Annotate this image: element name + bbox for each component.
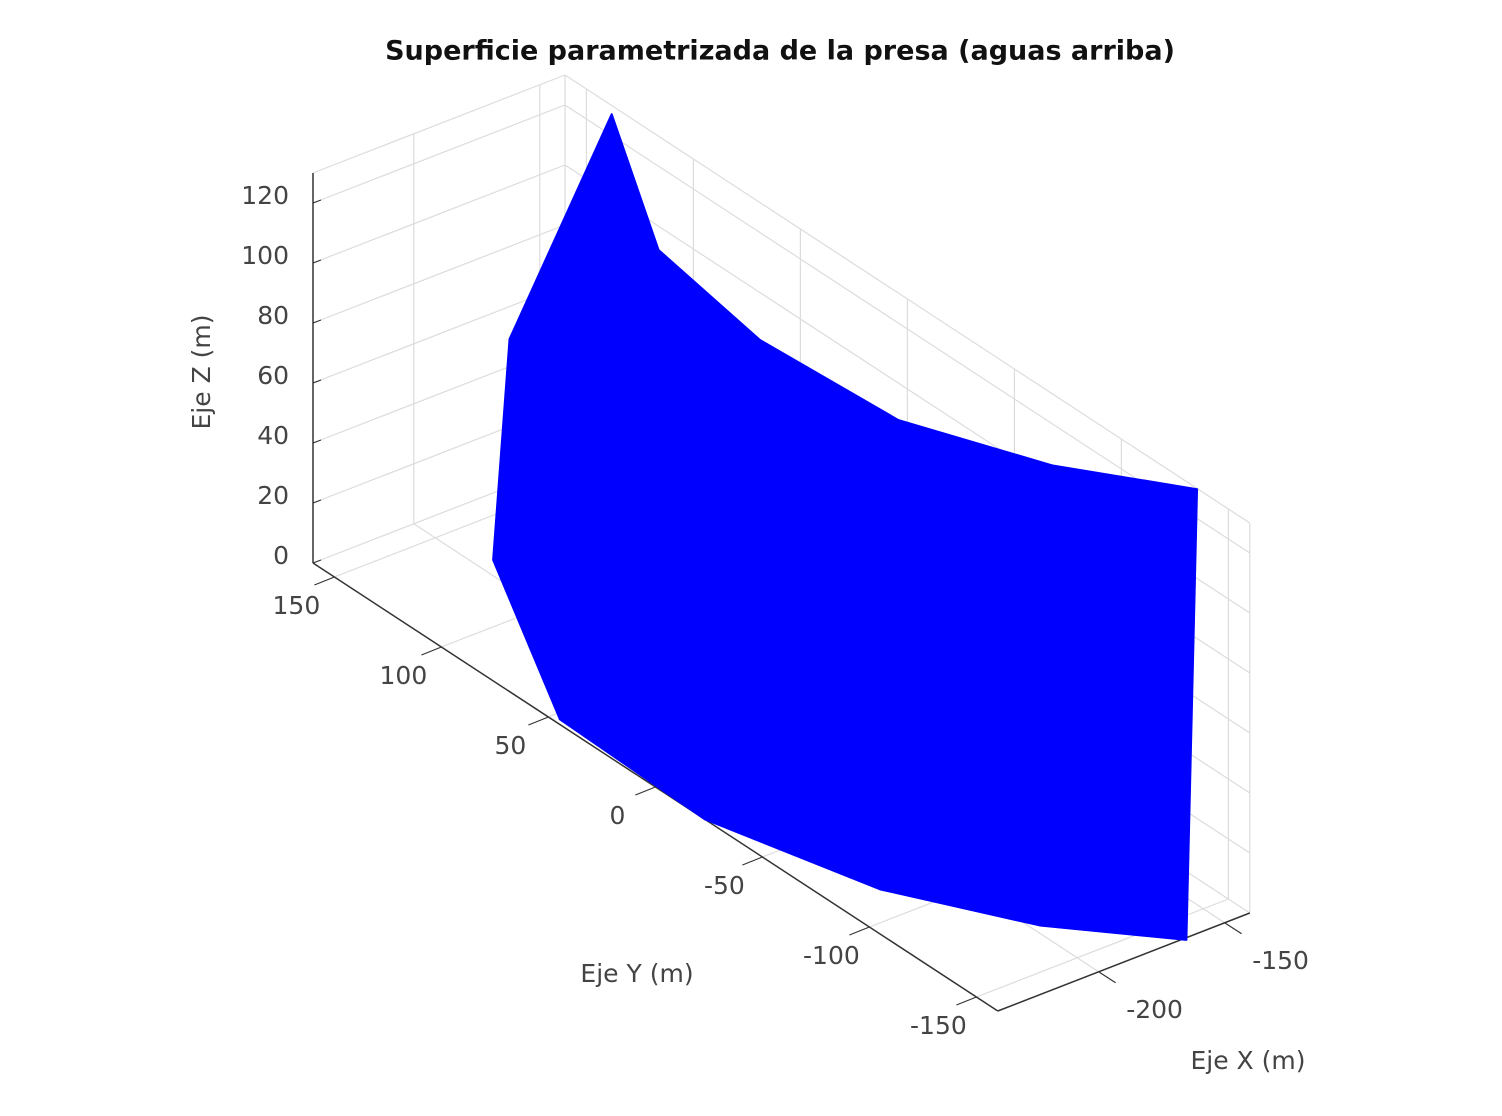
z-tick bbox=[312, 199, 322, 204]
x-tick bbox=[1224, 922, 1242, 935]
z-axis-label: Eje Z (m) bbox=[187, 314, 216, 429]
x-axis-label: Eje X (m) bbox=[1190, 1046, 1305, 1075]
y-axis-label: Eje Y (m) bbox=[580, 959, 693, 988]
x-tick-label: -200 bbox=[1126, 995, 1183, 1024]
y-tick-label: 50 bbox=[494, 731, 526, 760]
grid-line bbox=[312, 224, 566, 324]
y-tick bbox=[849, 926, 870, 936]
y-tick-label: -50 bbox=[704, 871, 745, 900]
z-tick bbox=[312, 439, 322, 444]
y-tick bbox=[421, 646, 442, 656]
box-edge bbox=[564, 74, 1251, 524]
surface-patch bbox=[879, 653, 1047, 927]
y-tick-label: -150 bbox=[910, 1011, 967, 1040]
y-tick-label: -100 bbox=[803, 941, 860, 970]
z-tick bbox=[312, 499, 322, 504]
z-tick bbox=[312, 559, 322, 564]
surface-patch bbox=[890, 419, 1053, 697]
y-tick bbox=[742, 856, 763, 866]
z-tick bbox=[312, 379, 322, 384]
x-tick-label: -150 bbox=[1252, 946, 1309, 975]
grid-line bbox=[312, 284, 566, 384]
surface-patch bbox=[1044, 464, 1199, 716]
z-tick-label: 80 bbox=[257, 301, 289, 330]
z-tick-label: 120 bbox=[241, 181, 289, 210]
y-tick bbox=[314, 576, 335, 586]
z-tick-label: 60 bbox=[257, 361, 289, 390]
y-tick-label: 100 bbox=[380, 661, 428, 690]
box-edge bbox=[312, 74, 566, 174]
grid-line bbox=[312, 164, 566, 264]
z-tick-label: 0 bbox=[273, 541, 289, 570]
z-tick-label: 40 bbox=[257, 421, 289, 450]
y-tick bbox=[635, 786, 656, 796]
z-tick bbox=[312, 319, 322, 324]
z-tick-label: 20 bbox=[257, 481, 289, 510]
z-tick-label: 100 bbox=[241, 241, 289, 270]
chart-title: Superficie parametrizada de la presa (ag… bbox=[385, 36, 1175, 67]
y-tick-label: 0 bbox=[609, 801, 625, 830]
y-tick-label: 150 bbox=[273, 591, 321, 620]
y-tick bbox=[528, 716, 549, 726]
x-tick bbox=[1098, 971, 1116, 984]
y-tick bbox=[956, 996, 977, 1006]
surface-patch bbox=[1038, 694, 1193, 941]
z-tick bbox=[312, 259, 322, 264]
grid-line bbox=[312, 104, 566, 204]
x-axis bbox=[997, 912, 1251, 1012]
